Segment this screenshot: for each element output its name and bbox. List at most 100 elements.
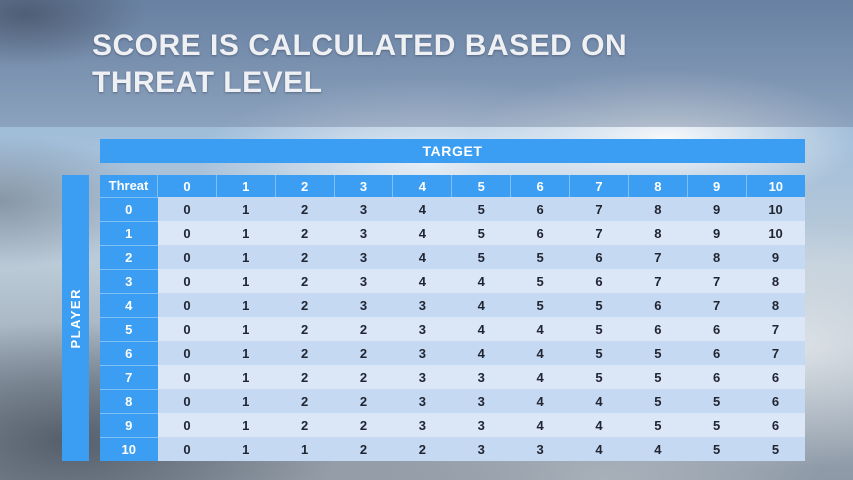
score-cell: 5	[569, 317, 629, 341]
score-cell: 2	[334, 341, 393, 365]
score-cell: 4	[392, 245, 452, 269]
score-cell: 8	[746, 293, 805, 317]
target-column-header: 8	[627, 175, 688, 197]
score-cell: 2	[334, 389, 393, 413]
score-cell: 3	[334, 293, 393, 317]
threat-row-header: 10	[100, 436, 158, 461]
score-cell: 5	[569, 293, 629, 317]
score-cell: 7	[628, 245, 688, 269]
score-cell: 4	[392, 221, 452, 245]
score-cell: 5	[628, 389, 688, 413]
score-cell: 4	[392, 197, 452, 221]
score-cell: 5	[687, 437, 747, 461]
score-cell: 4	[569, 389, 629, 413]
player-axis-label: PLAYER	[68, 287, 83, 349]
score-cell: 4	[451, 269, 511, 293]
title-line-2: THREAT LEVEL	[92, 65, 323, 99]
score-cell: 5	[451, 221, 511, 245]
score-cell: 5	[510, 293, 570, 317]
score-cell: 0	[157, 221, 217, 245]
score-cell: 4	[510, 317, 570, 341]
table-row: 10 0 1 1 2 2 3 3 4 4 5 5	[100, 436, 805, 461]
threat-row-header: 3	[100, 268, 158, 293]
score-cell: 6	[510, 197, 570, 221]
score-cell: 3	[334, 269, 393, 293]
score-cell: 2	[275, 341, 335, 365]
score-cell: 0	[157, 437, 217, 461]
score-cell: 3	[392, 365, 452, 389]
score-cell: 9	[687, 197, 747, 221]
score-cell: 3	[392, 317, 452, 341]
score-cell: 5	[628, 341, 688, 365]
threat-row-header: 7	[100, 364, 158, 389]
score-cell: 6	[569, 245, 629, 269]
score-cell: 0	[157, 245, 217, 269]
score-cell: 3	[392, 389, 452, 413]
score-cell: 3	[451, 389, 511, 413]
score-cell: 5	[628, 365, 688, 389]
score-cell: 4	[392, 269, 452, 293]
score-cell: 1	[216, 197, 276, 221]
score-cell: 6	[569, 269, 629, 293]
score-cell: 8	[628, 221, 688, 245]
score-cell: 2	[334, 437, 393, 461]
target-column-header: 2	[274, 175, 335, 197]
score-cell: 2	[275, 197, 335, 221]
score-cell: 5	[569, 365, 629, 389]
table-header-row: Threat 0 1 2 3 4 5 6 7 8 9 10	[100, 175, 805, 197]
target-column-header: 7	[569, 175, 629, 197]
score-cell: 7	[746, 317, 805, 341]
score-cell: 5	[451, 197, 511, 221]
threat-corner-header: Threat	[100, 175, 158, 197]
threat-row-header: 0	[100, 196, 158, 221]
score-cell: 1	[216, 245, 276, 269]
target-column-header: 10	[745, 175, 805, 197]
score-cell: 3	[392, 413, 452, 437]
score-cell: 4	[510, 365, 570, 389]
score-cell: 2	[334, 365, 393, 389]
score-cell: 7	[687, 293, 747, 317]
title-band: SCORE IS CALCULATED BASED ON THREAT LEVE…	[0, 0, 853, 127]
score-cell: 6	[628, 317, 688, 341]
score-cell: 4	[451, 293, 511, 317]
score-cell: 8	[746, 269, 805, 293]
score-cell: 4	[510, 341, 570, 365]
score-cell: 4	[451, 317, 511, 341]
table-row: 1 0 1 2 3 4 5 6 7 8 9 10	[100, 220, 805, 245]
score-cell: 7	[569, 197, 629, 221]
score-cell: 10	[746, 221, 805, 245]
target-column-header: 4	[392, 175, 452, 197]
score-cell: 5	[746, 437, 805, 461]
score-cell: 6	[510, 221, 570, 245]
player-axis-header: PLAYER	[62, 175, 89, 461]
score-table-body: 0 0 1 2 3 4 5 6 7 8 9 10 1 0 1 2 3 4 5 6 7 8 9 10 2 0 1 2 3 4 5 5 6 7 8 9 3 0…	[100, 196, 805, 461]
score-cell: 6	[687, 317, 747, 341]
score-cell: 2	[275, 389, 335, 413]
score-cell: 4	[451, 341, 511, 365]
score-cell: 5	[510, 245, 570, 269]
score-cell: 2	[275, 413, 335, 437]
score-cell: 2	[275, 317, 335, 341]
score-cell: 1	[216, 389, 276, 413]
target-column-header: 5	[451, 175, 511, 197]
threat-row-header: 8	[100, 388, 158, 413]
threat-row-header: 9	[100, 412, 158, 437]
score-cell: 5	[687, 389, 747, 413]
score-cell: 0	[157, 341, 217, 365]
target-column-header: 0	[157, 175, 217, 197]
score-cell: 8	[687, 245, 747, 269]
score-cell: 3	[510, 437, 570, 461]
score-cell: 0	[157, 389, 217, 413]
target-axis-header: TARGET	[100, 139, 805, 163]
score-cell: 5	[569, 341, 629, 365]
score-cell: 1	[216, 365, 276, 389]
score-cell: 5	[628, 413, 688, 437]
score-cell: 4	[569, 413, 629, 437]
score-cell: 7	[569, 221, 629, 245]
